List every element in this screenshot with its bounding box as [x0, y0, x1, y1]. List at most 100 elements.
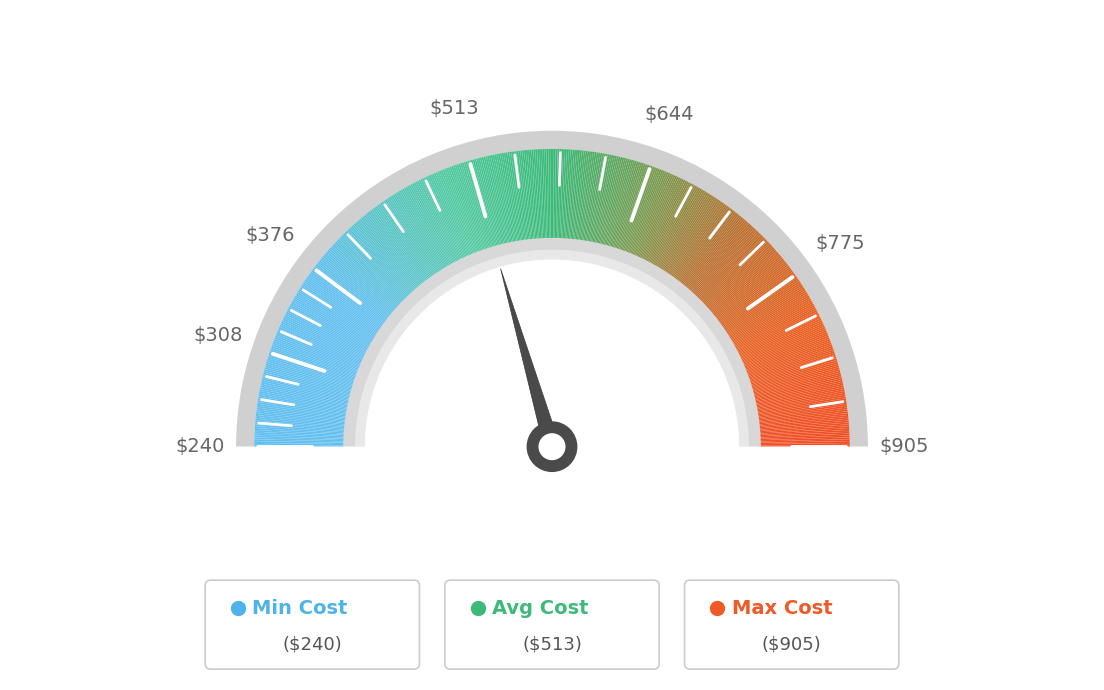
Wedge shape	[615, 163, 644, 250]
Wedge shape	[689, 224, 751, 293]
Wedge shape	[757, 406, 847, 420]
Wedge shape	[708, 250, 776, 310]
Wedge shape	[646, 181, 689, 263]
Wedge shape	[699, 236, 764, 302]
Wedge shape	[692, 227, 754, 295]
Wedge shape	[358, 219, 418, 290]
Wedge shape	[758, 440, 850, 443]
Wedge shape	[565, 150, 573, 240]
Wedge shape	[747, 348, 834, 379]
Wedge shape	[705, 247, 774, 309]
Wedge shape	[475, 159, 499, 247]
Wedge shape	[507, 152, 522, 242]
Wedge shape	[753, 375, 841, 397]
Wedge shape	[376, 205, 432, 279]
Wedge shape	[254, 445, 346, 446]
Wedge shape	[460, 163, 489, 250]
Wedge shape	[750, 357, 837, 385]
Wedge shape	[261, 382, 350, 403]
Wedge shape	[743, 332, 828, 368]
Wedge shape	[302, 282, 380, 333]
Wedge shape	[367, 213, 424, 285]
Wedge shape	[715, 264, 788, 321]
Wedge shape	[699, 237, 765, 302]
Wedge shape	[254, 441, 346, 444]
Wedge shape	[683, 216, 742, 287]
Wedge shape	[732, 298, 811, 345]
Wedge shape	[401, 190, 448, 268]
Wedge shape	[556, 149, 560, 239]
Wedge shape	[256, 415, 347, 426]
Wedge shape	[261, 386, 350, 405]
Wedge shape	[465, 161, 493, 248]
Wedge shape	[233, 446, 871, 690]
Wedge shape	[282, 320, 364, 359]
Wedge shape	[740, 322, 822, 361]
Wedge shape	[273, 341, 359, 374]
Wedge shape	[424, 177, 464, 260]
Wedge shape	[754, 380, 842, 402]
Wedge shape	[236, 130, 868, 446]
Wedge shape	[588, 153, 606, 243]
Wedge shape	[567, 150, 576, 240]
Wedge shape	[725, 284, 803, 335]
Wedge shape	[285, 313, 367, 355]
Wedge shape	[370, 210, 426, 283]
Wedge shape	[344, 232, 408, 299]
Wedge shape	[368, 211, 425, 284]
Wedge shape	[380, 202, 434, 277]
Wedge shape	[734, 306, 816, 351]
Wedge shape	[743, 330, 827, 367]
Wedge shape	[737, 315, 820, 356]
Wedge shape	[758, 441, 850, 444]
Wedge shape	[255, 432, 346, 437]
Wedge shape	[319, 259, 391, 318]
Wedge shape	[576, 151, 590, 242]
Wedge shape	[456, 164, 487, 250]
Wedge shape	[498, 153, 516, 243]
Wedge shape	[757, 415, 848, 426]
Wedge shape	[675, 207, 730, 281]
Wedge shape	[399, 190, 447, 269]
Wedge shape	[359, 219, 420, 289]
Wedge shape	[627, 169, 661, 254]
Wedge shape	[425, 177, 465, 259]
Wedge shape	[752, 369, 840, 394]
Wedge shape	[262, 378, 351, 400]
Wedge shape	[464, 161, 491, 249]
Wedge shape	[700, 239, 766, 303]
Wedge shape	[437, 171, 474, 256]
Wedge shape	[617, 164, 648, 250]
Wedge shape	[713, 259, 785, 318]
Wedge shape	[753, 378, 842, 400]
Wedge shape	[254, 443, 346, 445]
Wedge shape	[291, 302, 371, 347]
Wedge shape	[544, 149, 548, 239]
Wedge shape	[758, 428, 849, 435]
Wedge shape	[577, 151, 591, 242]
Wedge shape	[316, 264, 389, 321]
Wedge shape	[693, 230, 757, 297]
Wedge shape	[388, 197, 439, 274]
Wedge shape	[721, 275, 796, 328]
Wedge shape	[550, 149, 552, 239]
Wedge shape	[739, 318, 821, 359]
Wedge shape	[633, 172, 670, 257]
Wedge shape	[559, 149, 563, 240]
Wedge shape	[408, 185, 454, 265]
Wedge shape	[382, 201, 435, 277]
Wedge shape	[652, 186, 699, 266]
Wedge shape	[294, 297, 373, 344]
Wedge shape	[325, 253, 395, 313]
Wedge shape	[726, 286, 804, 336]
Wedge shape	[284, 317, 365, 357]
Wedge shape	[747, 349, 834, 380]
Wedge shape	[351, 226, 413, 294]
Wedge shape	[278, 328, 362, 366]
Wedge shape	[293, 298, 372, 345]
Wedge shape	[666, 198, 718, 275]
Wedge shape	[573, 150, 584, 241]
Wedge shape	[741, 325, 825, 363]
Wedge shape	[596, 156, 617, 245]
Wedge shape	[650, 185, 696, 265]
